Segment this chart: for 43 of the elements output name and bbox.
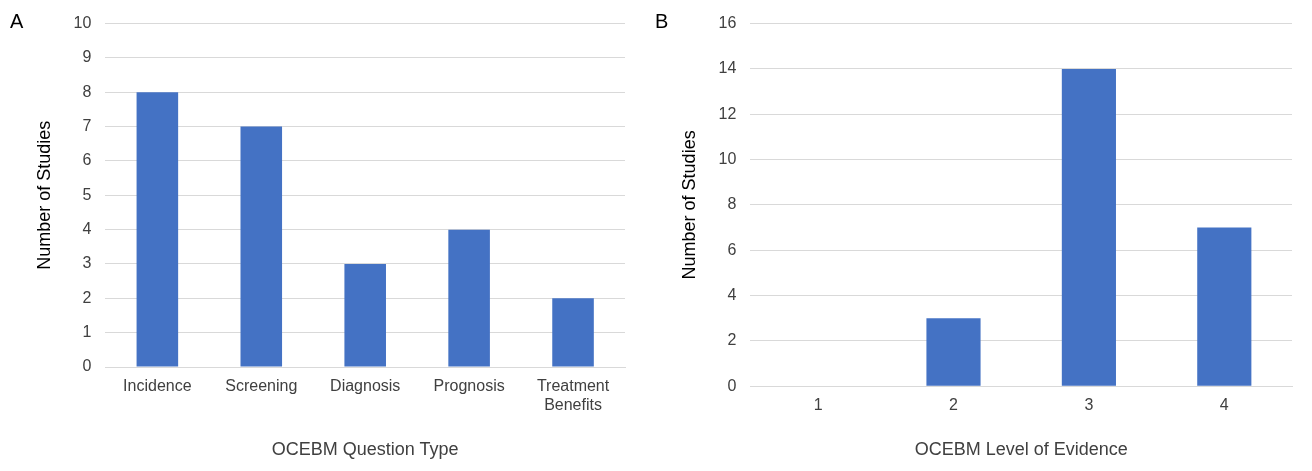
bar: [926, 318, 981, 386]
y-tick-label: 10: [718, 149, 737, 167]
bar: [136, 92, 179, 367]
text: B: [655, 9, 669, 32]
y-tick-label: 14: [718, 59, 737, 77]
bar: [552, 298, 594, 367]
y-tick-label: 6: [727, 240, 737, 258]
bar: [1061, 68, 1116, 386]
bar: [240, 126, 283, 367]
y-tick-label: 6: [82, 151, 92, 169]
y-tick-label: 8: [727, 195, 737, 213]
x-tick-label: Prognosis: [433, 377, 505, 395]
y-tick-label: 10: [73, 14, 92, 32]
y-tick-label: 9: [82, 48, 92, 66]
y-tick-label: 2: [82, 288, 92, 306]
bar: [344, 263, 386, 367]
x-tick-label: 4: [1219, 396, 1229, 414]
x-tick-label: 1: [813, 396, 823, 414]
y-tick-label: 0: [727, 376, 737, 394]
y-tick-label: 5: [82, 185, 92, 203]
y-tick-label: 3: [82, 254, 92, 272]
text: A: [10, 9, 24, 32]
x-tick-label: Treatment Benefits: [536, 377, 610, 414]
y-tick-label: 4: [727, 285, 737, 303]
x-tick-label: Screening: [225, 377, 298, 395]
y-tick-label: 7: [82, 117, 92, 135]
y-tick-label: 2: [727, 331, 737, 349]
x-axis-title: OCEBM Level of Evidence: [914, 439, 1128, 460]
x-tick-label: Diagnosis: [330, 377, 401, 395]
y-tick-label: 8: [82, 82, 92, 100]
y-tick-label: 1: [82, 323, 92, 341]
y-axis-title: Number of Studies: [33, 120, 54, 270]
x-tick-label: 3: [1084, 396, 1094, 414]
bar: [448, 229, 490, 367]
x-tick-label: 2: [949, 396, 959, 414]
x-axis-title: OCEBM Question Type: [271, 439, 459, 460]
y-tick-label: 4: [82, 220, 92, 238]
y-axis-title: Number of Studies: [678, 130, 699, 280]
y-tick-label: 16: [718, 14, 737, 32]
x-tick-label: Incidence: [123, 377, 192, 395]
y-tick-label: 12: [718, 104, 737, 122]
bar: [1197, 227, 1252, 386]
y-tick-label: 0: [82, 357, 92, 375]
